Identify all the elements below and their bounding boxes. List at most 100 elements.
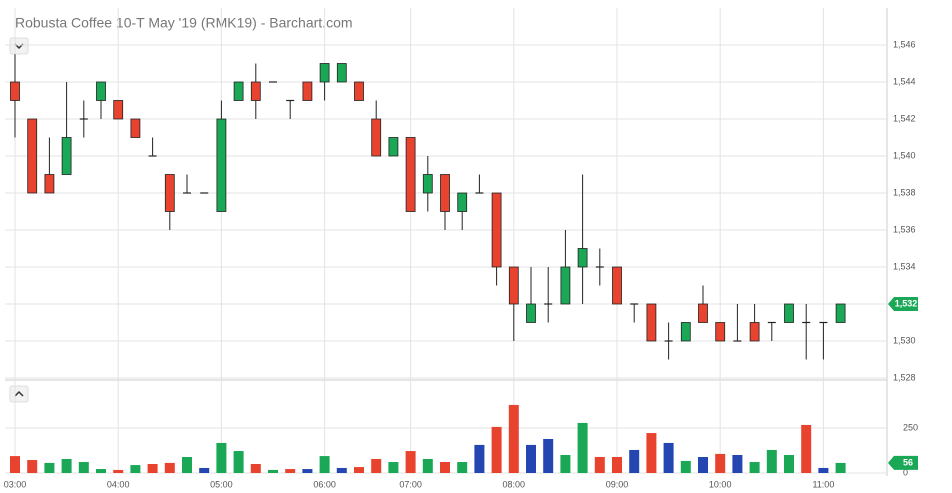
candle-body: [113, 100, 124, 120]
volume-bar: [766, 449, 777, 473]
y-tick-label: 1,540: [893, 150, 916, 160]
volume-bar: [801, 424, 812, 473]
candle-body: [440, 174, 450, 212]
candle-body: [698, 303, 708, 323]
volume-bar: [319, 456, 330, 473]
candle-body: [388, 137, 399, 157]
volume-bar: [302, 469, 313, 473]
candle-body: [646, 303, 657, 342]
x-tick-label: 04:00: [107, 479, 130, 489]
volume-bar: [732, 455, 743, 473]
volume-bar: [680, 460, 691, 473]
volume-bar: [543, 438, 554, 473]
y-tick-label: 1,534: [893, 261, 916, 271]
volume-bar: [629, 449, 640, 473]
volume-bar: [422, 458, 433, 473]
candle-body: [233, 81, 244, 101]
candle-body: [422, 174, 433, 194]
volume-bar: [474, 444, 485, 473]
candle-body: [457, 192, 468, 212]
y-tick-label: 1,528: [893, 372, 916, 382]
volume-bar: [216, 442, 227, 473]
y-tick-label: 1,546: [893, 39, 916, 49]
y-tick-label: 1,544: [893, 76, 916, 86]
candle-body: [749, 322, 760, 342]
volume-badge: [888, 455, 918, 470]
volume-bar: [577, 422, 588, 473]
volume-bar: [78, 462, 89, 473]
volume-bar: [268, 469, 278, 473]
volume-bar: [371, 458, 382, 473]
candle-body: [130, 118, 141, 138]
candle-body: [612, 266, 622, 305]
x-tick-label: 06:00: [313, 479, 336, 489]
x-tick-label: 09:00: [606, 479, 629, 489]
volume-bar: [526, 444, 536, 473]
x-tick-label: 11:00: [812, 479, 834, 489]
volume-bar: [646, 433, 657, 473]
volume-bar: [44, 462, 55, 473]
volume-bar: [818, 467, 829, 473]
volume-bar: [164, 462, 175, 473]
candle-body: [784, 303, 794, 323]
volume-bar: [96, 469, 106, 473]
volume-bar: [440, 462, 450, 473]
volume-bar: [835, 462, 846, 473]
candle-body: [491, 192, 502, 268]
volume-bar: [405, 451, 416, 473]
chevron-up-icon: [14, 390, 24, 397]
x-tick-label: 03:00: [4, 479, 27, 489]
candle-body: [216, 118, 227, 212]
x-tick-label: 10:00: [709, 479, 732, 489]
candle-body: [577, 248, 588, 268]
candle-body: [44, 174, 55, 194]
volume-bar: [594, 456, 605, 473]
volume-bar: [612, 456, 622, 473]
volume-bar: [113, 469, 124, 473]
volume-bar: [147, 464, 158, 473]
volume-bar: [663, 442, 674, 473]
volume-bar: [784, 455, 794, 473]
candle-body: [164, 174, 175, 212]
candle-body: [354, 81, 364, 101]
volume-bar: [457, 462, 468, 473]
candle-body: [405, 137, 416, 212]
candle-body: [526, 303, 536, 323]
volume-tick-label: 0: [903, 467, 908, 477]
volume-bar: [336, 467, 347, 473]
expand-button[interactable]: [9, 385, 29, 403]
candle-body: [319, 63, 330, 83]
volume-bar: [10, 456, 20, 473]
candle-body: [715, 322, 726, 342]
y-tick-label: 1,530: [893, 335, 916, 345]
volume-bar: [61, 458, 72, 473]
volume-bar: [354, 467, 364, 473]
candle-body: [61, 137, 72, 175]
y-tick-label: 1,536: [893, 224, 916, 234]
candle-body: [560, 266, 571, 305]
volume-bar: [199, 467, 210, 473]
volume-bar: [250, 464, 261, 473]
chart-title: Robusta Coffee 10-T May '19 (RMK19) - Ba…: [15, 15, 353, 31]
candle-body: [250, 81, 261, 101]
price-badge: [888, 297, 918, 311]
volume-bar: [698, 456, 708, 473]
volume-tick-label: 250: [903, 422, 918, 432]
volume-bar: [233, 451, 244, 473]
volume-badge-label: 56: [903, 457, 913, 467]
candle-body: [371, 118, 382, 157]
x-tick-label: 08:00: [503, 479, 526, 489]
collapse-button[interactable]: [9, 37, 29, 55]
y-tick-label: 1,538: [893, 187, 916, 197]
y-tick-label: 1,542: [893, 113, 916, 123]
candle-body: [96, 81, 106, 101]
price-badge-label: 1,532: [895, 298, 918, 308]
volume-bar: [130, 465, 141, 473]
candle-body: [508, 266, 519, 305]
candle-body: [336, 63, 347, 83]
candle-body: [302, 81, 313, 101]
volume-bar: [508, 404, 519, 473]
volume-bar: [285, 469, 296, 473]
